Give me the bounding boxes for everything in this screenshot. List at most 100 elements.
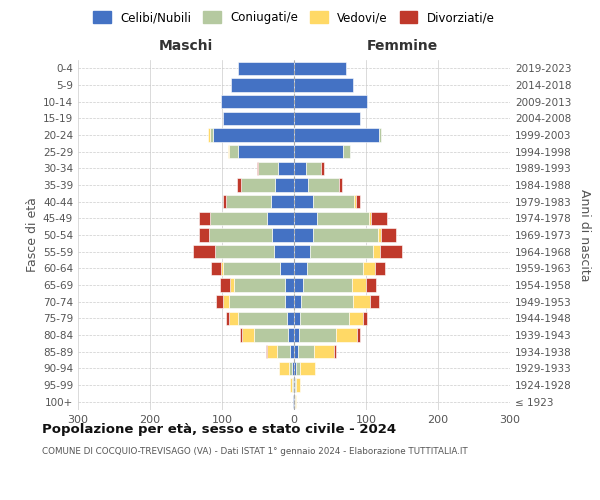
Bar [294, 295, 301, 308]
Bar [209, 228, 272, 241]
Bar [340, 178, 342, 192]
Bar [294, 162, 305, 175]
Bar [314, 345, 334, 358]
Bar [221, 262, 223, 275]
Bar [305, 162, 322, 175]
Bar [275, 178, 294, 192]
Bar [293, 378, 294, 392]
Y-axis label: Anni di nascita: Anni di nascita [578, 188, 591, 281]
Bar [293, 395, 294, 408]
Bar [294, 195, 313, 208]
Bar [290, 345, 294, 358]
Bar [221, 95, 294, 108]
Bar [353, 295, 370, 308]
Bar [230, 78, 294, 92]
Bar [292, 378, 293, 392]
Bar [298, 345, 314, 358]
Bar [199, 228, 209, 241]
Bar [294, 395, 295, 408]
Bar [241, 178, 275, 192]
Bar [240, 328, 242, 342]
Bar [294, 328, 299, 342]
Bar [286, 278, 294, 291]
Bar [307, 262, 363, 275]
Bar [294, 278, 302, 291]
Bar [289, 362, 292, 375]
Bar [300, 312, 349, 325]
Bar [302, 278, 352, 291]
Bar [279, 362, 289, 375]
Bar [349, 312, 363, 325]
Bar [287, 312, 294, 325]
Bar [301, 295, 353, 308]
Bar [211, 212, 266, 225]
Bar [238, 62, 294, 75]
Bar [215, 245, 274, 258]
Bar [292, 362, 294, 375]
Bar [381, 228, 395, 241]
Y-axis label: Fasce di età: Fasce di età [26, 198, 39, 272]
Bar [258, 162, 278, 175]
Bar [294, 312, 300, 325]
Bar [280, 262, 294, 275]
Bar [233, 278, 286, 291]
Bar [366, 278, 376, 291]
Bar [230, 278, 233, 291]
Bar [313, 228, 377, 241]
Bar [274, 245, 294, 258]
Bar [356, 195, 360, 208]
Bar [277, 345, 290, 358]
Bar [363, 312, 367, 325]
Text: COMUNE DI COCQUIO-TREVISAGO (VA) - Dati ISTAT 1° gennaio 2024 - Elaborazione TUT: COMUNE DI COCQUIO-TREVISAGO (VA) - Dati … [42, 448, 468, 456]
Bar [278, 162, 294, 175]
Bar [334, 345, 336, 358]
Bar [271, 195, 294, 208]
Bar [370, 295, 379, 308]
Bar [242, 328, 254, 342]
Bar [220, 278, 230, 291]
Bar [294, 128, 379, 141]
Bar [294, 245, 310, 258]
Bar [294, 362, 296, 375]
Bar [294, 62, 346, 75]
Bar [295, 395, 296, 408]
Bar [310, 245, 373, 258]
Bar [214, 128, 294, 141]
Bar [343, 145, 350, 158]
Bar [377, 228, 381, 241]
Text: Femmine: Femmine [367, 39, 437, 53]
Bar [294, 212, 317, 225]
Bar [294, 178, 308, 192]
Bar [254, 328, 288, 342]
Bar [266, 212, 294, 225]
Bar [294, 95, 367, 108]
Bar [295, 378, 296, 392]
Bar [199, 212, 211, 225]
Bar [193, 245, 215, 258]
Bar [308, 178, 338, 192]
Bar [294, 78, 353, 92]
Bar [223, 195, 226, 208]
Bar [216, 295, 223, 308]
Bar [238, 145, 294, 158]
Bar [272, 228, 294, 241]
Bar [228, 145, 229, 158]
Bar [299, 328, 337, 342]
Bar [371, 212, 387, 225]
Bar [363, 262, 374, 275]
Bar [301, 362, 315, 375]
Bar [229, 145, 238, 158]
Bar [337, 328, 356, 342]
Bar [210, 128, 214, 141]
Bar [211, 262, 221, 275]
Bar [294, 145, 343, 158]
Bar [294, 262, 307, 275]
Bar [294, 378, 295, 392]
Bar [313, 195, 355, 208]
Bar [296, 378, 301, 392]
Bar [373, 245, 380, 258]
Bar [237, 178, 241, 192]
Legend: Celibi/Nubili, Coniugati/e, Vedovi/e, Divorziati/e: Celibi/Nubili, Coniugati/e, Vedovi/e, Di… [89, 6, 499, 29]
Bar [288, 328, 294, 342]
Bar [268, 345, 277, 358]
